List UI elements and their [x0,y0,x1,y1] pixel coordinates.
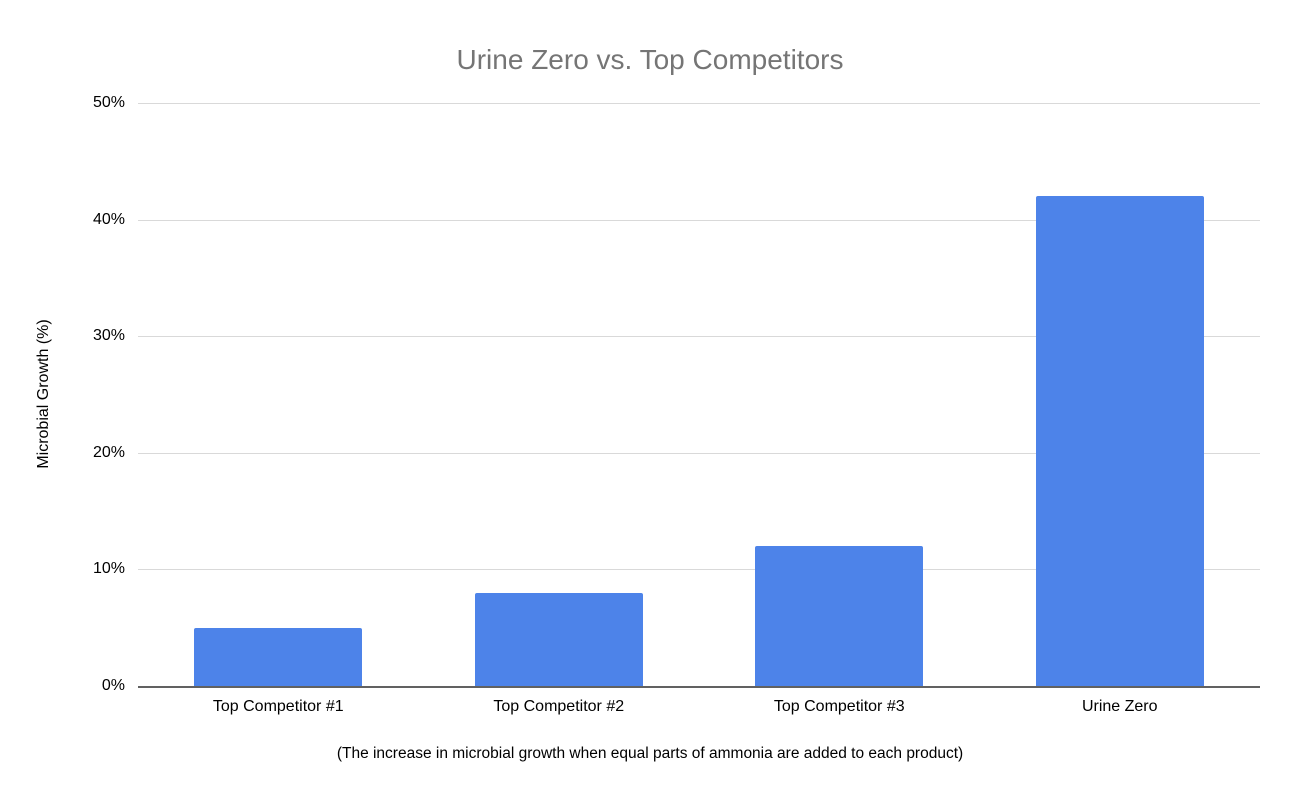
y-axis-tick-labels: 0% 10% 20% 30% 40% 50% [0,95,125,694]
gridline [138,452,1260,454]
y-tick-label: 30% [92,327,125,345]
bar-band [138,103,419,686]
x-tick-label: Top Competitor #3 [773,698,905,715]
bar-band [980,103,1261,686]
gridlines [138,103,1260,686]
x-tick-label: Top Competitor #2 [493,698,625,715]
x-tick-label: Urine Zero [1081,698,1158,715]
x-axis-tick-labels: Top Competitor #1 Top Competitor #2 Top Co… [138,698,1260,716]
y-tick-label: 0% [101,677,125,694]
chart-caption: (The increase in microbial growth when e… [336,745,964,762]
bar-band [419,103,700,686]
bar-band [699,103,980,686]
gridline [138,336,1260,338]
plot-area [138,103,1260,688]
y-tick-label: 10% [92,560,125,578]
bar-top-competitor-2 [474,592,643,686]
chart-title: Urine Zero vs. Top Competitors [456,44,844,75]
gridline [138,219,1260,221]
x-tick-label: Top Competitor #1 [212,698,344,715]
y-tick-label: 40% [92,210,125,228]
gridline [138,569,1260,571]
y-tick-label: 50% [92,94,125,111]
bar-series [138,103,1260,686]
bar-top-competitor-3 [755,546,924,686]
y-tick-label: 20% [92,443,125,461]
bar-top-competitor-1 [194,627,363,686]
gridline [138,103,1260,104]
bar-urine-zero [1035,196,1204,686]
